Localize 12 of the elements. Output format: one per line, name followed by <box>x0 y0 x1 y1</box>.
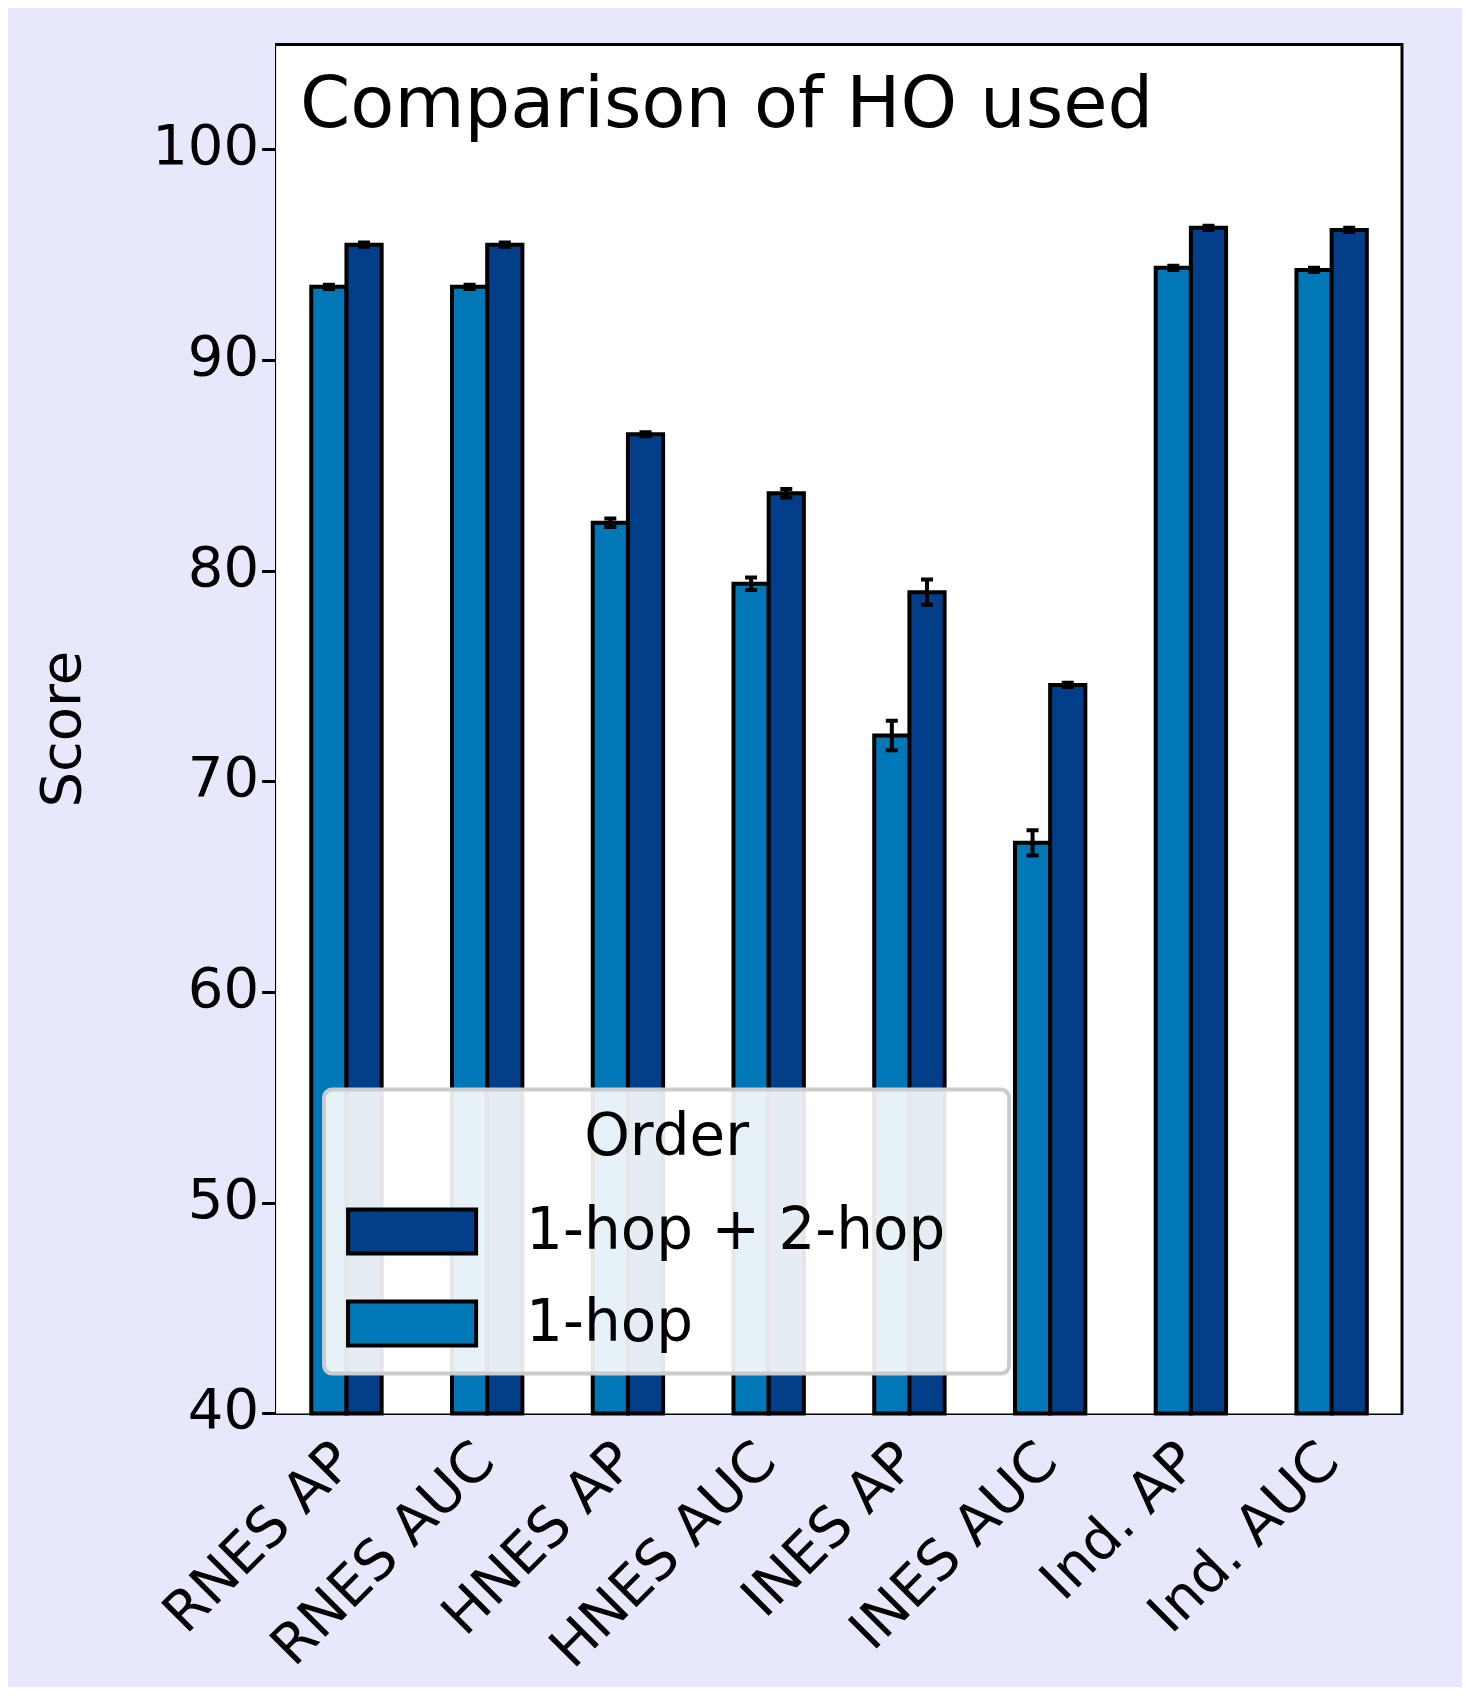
y-tick-label: 60 <box>187 954 260 1020</box>
y-tick-label: 100 <box>152 112 260 178</box>
y-tick-label: 40 <box>187 1376 260 1442</box>
chart-title: Comparison of HO used <box>300 60 1154 145</box>
legend-label: 1-hop + 2-hop <box>526 1194 946 1263</box>
y-tick-label: 70 <box>187 744 260 810</box>
y-axis-title: Score <box>28 650 94 808</box>
y-tick-label: 50 <box>187 1165 260 1231</box>
legend-label: 1-hop <box>526 1286 693 1355</box>
y-tick-label: 90 <box>187 323 260 389</box>
y-tick-label: 80 <box>187 533 260 599</box>
legend-title: Order <box>584 1100 750 1169</box>
